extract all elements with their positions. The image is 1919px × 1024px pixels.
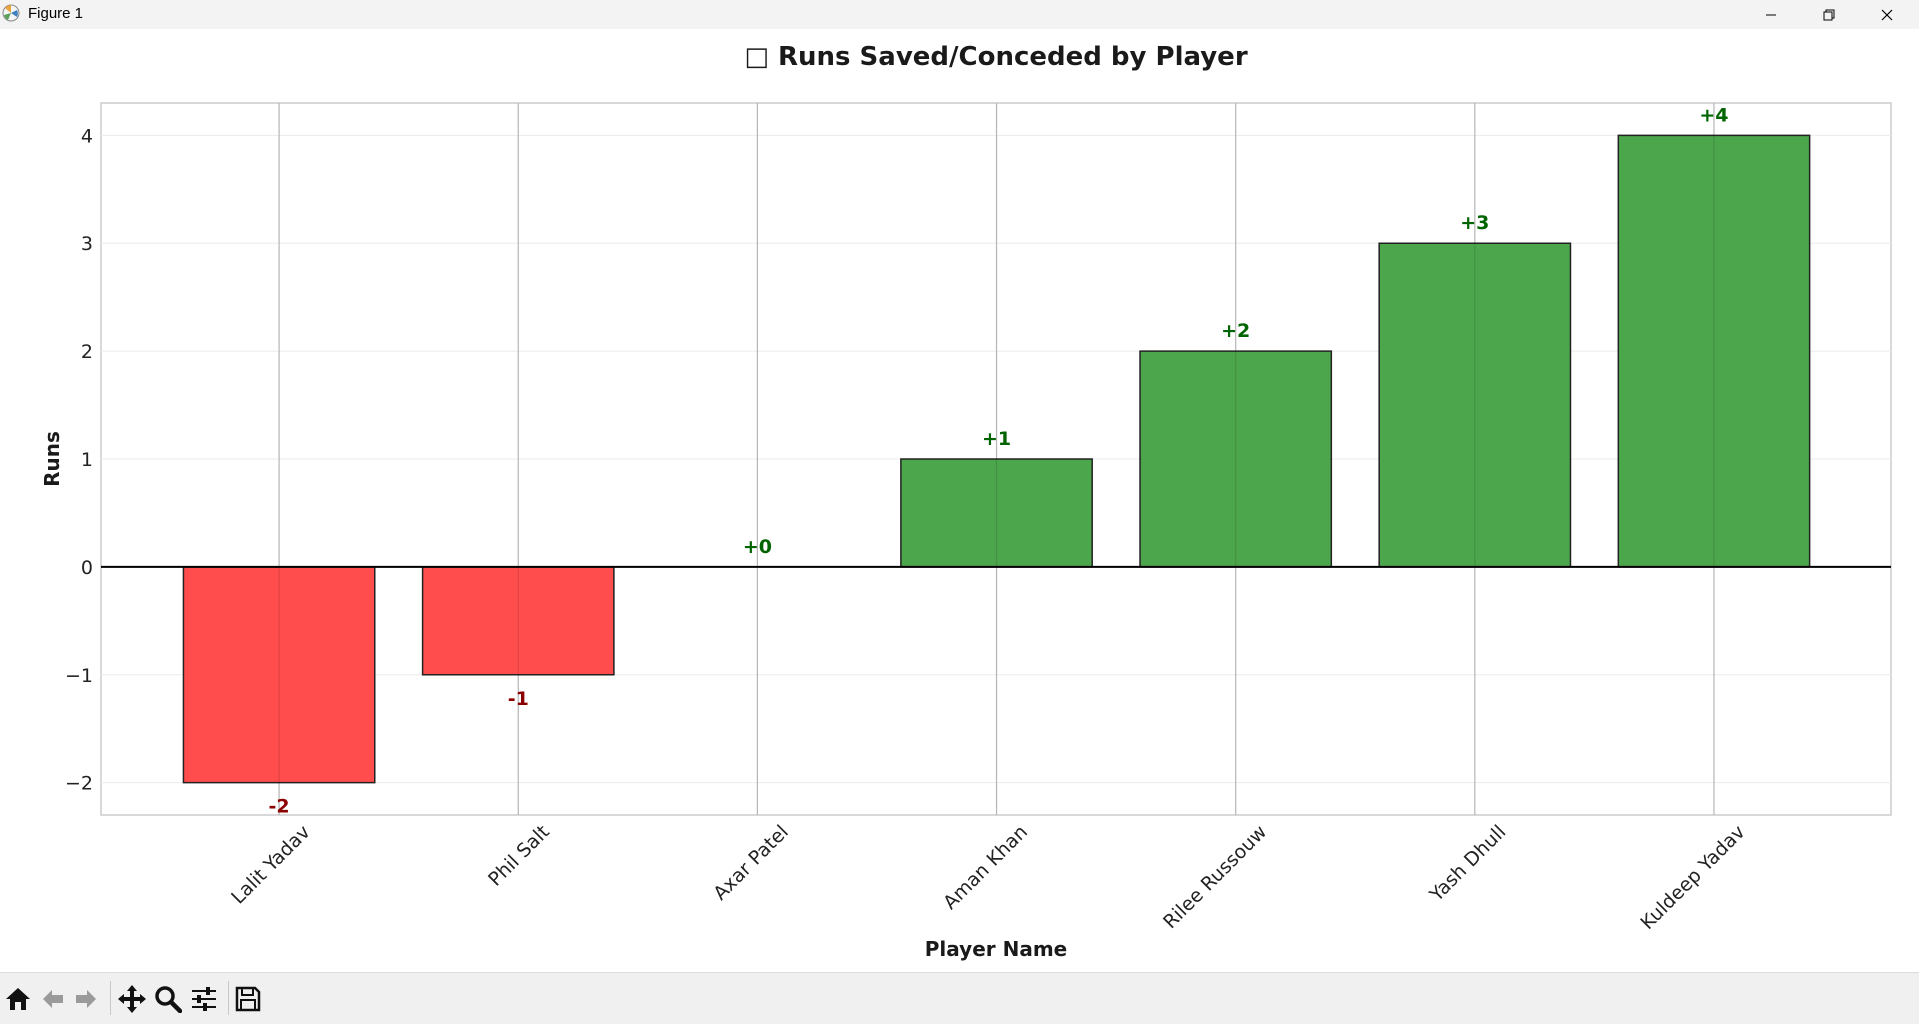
close-button[interactable]	[1858, 0, 1916, 29]
x-tick-label: Kuldeep Yadav	[1636, 821, 1749, 934]
data-label: +2	[1221, 320, 1250, 342]
restore-icon	[1823, 9, 1835, 20]
zoom-button[interactable]	[152, 983, 184, 1015]
window-title: Figure 1	[28, 5, 84, 22]
bar-chart: −2 −1 0 1 2 3 4 -2 -1 +0 +1 +2 +3 +4 Lalit Yadav Phil S…	[40, 42, 1892, 961]
x-tick-label: Rilee Russouw	[1159, 821, 1271, 933]
data-label: -2	[269, 796, 290, 818]
y-tick-label: −2	[65, 773, 93, 795]
bar	[1378, 242, 1572, 568]
x-tick-label: Aman Khan	[939, 821, 1032, 914]
x-tick-label: Axar Patel	[709, 821, 793, 905]
x-tick-label: Yash Dhull	[1425, 821, 1510, 906]
home-icon	[6, 988, 30, 1010]
bar	[900, 458, 1093, 568]
minimize-button[interactable]	[1742, 0, 1800, 29]
restore-button[interactable]	[1800, 0, 1858, 29]
bar	[1617, 134, 1811, 568]
chart-title: □ Runs Saved/Conceded by Player	[744, 42, 1247, 72]
y-tick-label: 0	[81, 557, 93, 579]
data-label: -1	[508, 688, 529, 710]
y-tick-label: 1	[81, 449, 93, 471]
toolbar-separator	[110, 981, 111, 1015]
close-icon	[1881, 9, 1893, 20]
y-tick-label: −1	[65, 665, 93, 687]
back-arrow-icon	[43, 990, 63, 1008]
minimize-icon	[1766, 14, 1776, 15]
forward-button[interactable]	[70, 983, 102, 1015]
matplotlib-app-icon	[2, 4, 20, 22]
forward-arrow-icon	[76, 990, 96, 1008]
window-titlebar: Figure 1	[0, 0, 1919, 30]
bar	[421, 566, 615, 676]
back-button[interactable]	[37, 983, 69, 1015]
pan-button[interactable]	[116, 983, 148, 1015]
zoom-icon	[155, 986, 182, 1013]
x-axis-label: Player Name	[925, 937, 1067, 961]
bar	[1139, 350, 1333, 568]
home-button[interactable]	[2, 983, 34, 1015]
save-icon	[235, 986, 261, 1012]
data-label: +4	[1699, 104, 1728, 126]
data-label: +0	[743, 536, 772, 558]
data-label: +3	[1460, 212, 1489, 234]
figure-canvas: −2 −1 0 1 2 3 4 -2 -1 +0 +1 +2 +3 +4 Lalit Yadav Phil S…	[0, 29, 1919, 972]
x-tick-label: Lalit Yadav	[227, 821, 315, 909]
bar	[182, 566, 376, 784]
y-axis-label: Runs	[40, 431, 64, 487]
data-label: +1	[982, 428, 1011, 450]
toolbar-separator	[228, 981, 229, 1015]
configure-subplots-button[interactable]	[188, 983, 220, 1015]
x-tick-label: Phil Salt	[484, 821, 554, 891]
configure-subplots-icon	[192, 987, 216, 1011]
pan-icon	[118, 985, 146, 1013]
y-tick-label: 2	[81, 341, 93, 363]
navigation-toolbar	[0, 972, 1919, 1024]
y-tick-label: 3	[81, 233, 93, 255]
save-button[interactable]	[232, 983, 264, 1015]
y-tick-label: 4	[81, 125, 93, 147]
